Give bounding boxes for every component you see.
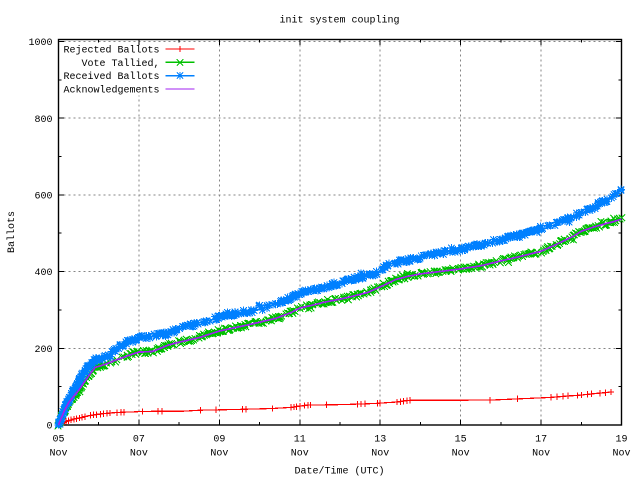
svg-text:Nov: Nov (612, 448, 630, 459)
svg-text:11: 11 (294, 435, 306, 446)
svg-text:0: 0 (46, 422, 52, 433)
svg-text:Nov: Nov (452, 448, 470, 459)
svg-text:init system coupling: init system coupling (279, 15, 399, 27)
svg-text:200: 200 (34, 345, 52, 356)
svg-text:09: 09 (213, 435, 225, 446)
svg-text:19: 19 (615, 435, 627, 446)
svg-text:13: 13 (374, 435, 386, 446)
svg-text:Nov: Nov (532, 448, 550, 459)
svg-text:Nov: Nov (291, 448, 309, 459)
svg-text:05: 05 (52, 435, 64, 446)
svg-text:Nov: Nov (130, 448, 148, 459)
svg-text:Rejected Ballots: Rejected Ballots (63, 45, 159, 57)
svg-text:Received Ballots: Received Ballots (63, 71, 159, 83)
svg-text:07: 07 (133, 435, 145, 446)
svg-text:800: 800 (34, 115, 52, 126)
svg-text:Vote Tallied,: Vote Tallied, (81, 58, 159, 70)
svg-text:Ballots: Ballots (6, 211, 18, 253)
svg-text:Nov: Nov (371, 448, 389, 459)
svg-text:Acknowledgements: Acknowledgements (63, 85, 159, 97)
svg-text:1000: 1000 (28, 38, 52, 49)
svg-text:Date/Time (UTC): Date/Time (UTC) (294, 466, 384, 478)
svg-text:Nov: Nov (49, 448, 67, 459)
svg-text:600: 600 (34, 192, 52, 203)
svg-text:Nov: Nov (210, 448, 228, 459)
svg-text:400: 400 (34, 268, 52, 279)
svg-text:15: 15 (455, 435, 467, 446)
svg-text:17: 17 (535, 435, 547, 446)
